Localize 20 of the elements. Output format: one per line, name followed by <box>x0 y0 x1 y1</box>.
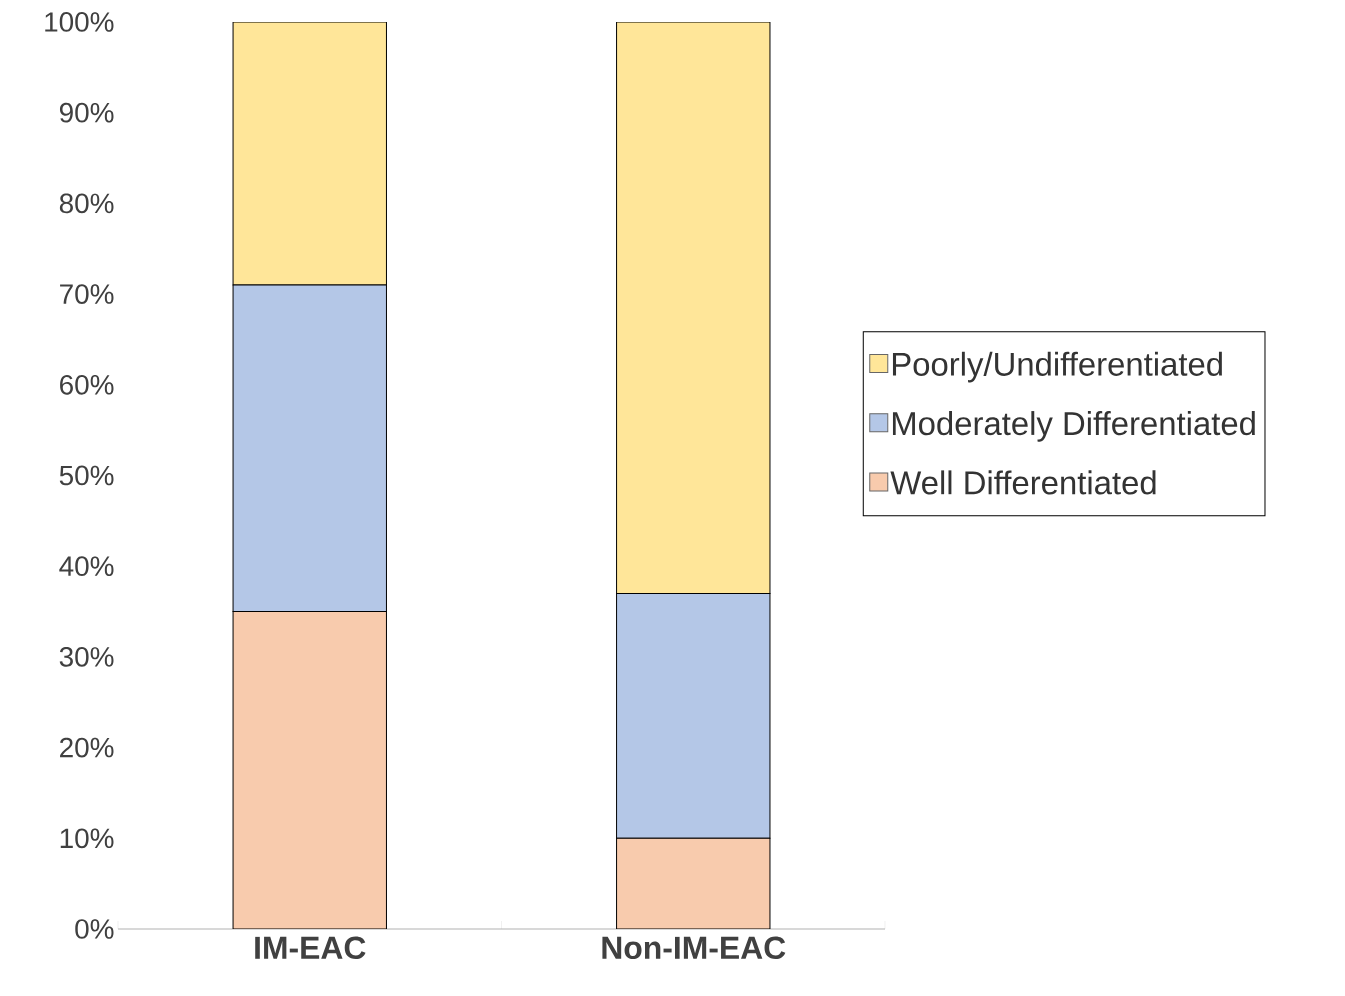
y-tick-label: 10% <box>60 828 114 849</box>
y-tick-label: 40% <box>59 556 114 577</box>
y-tick-label: 100% <box>45 12 114 32</box>
y-tick-label: 30% <box>59 647 114 667</box>
bar <box>616 21 771 594</box>
legend-label: Moderately Differentiated <box>892 411 1255 442</box>
x-tick-label: IM-EAC <box>255 936 366 960</box>
y-tick-label: 20% <box>60 737 114 758</box>
legend-label: Poorly/Undifferentiated <box>892 351 1222 383</box>
bar <box>232 21 387 286</box>
y-tick-label: 0% <box>75 919 114 939</box>
y-tick-label: 90% <box>59 102 114 123</box>
y-tick-label: 60% <box>60 374 114 395</box>
legend-label: Well Differentiated <box>890 470 1156 495</box>
y-tick-label: 70% <box>60 284 114 304</box>
y-tick-label: 80% <box>59 193 114 214</box>
bar <box>232 611 387 929</box>
y-tick-label: 50% <box>59 465 114 486</box>
x-tick-label: Non-IM-EAC <box>602 936 786 960</box>
bar <box>616 837 771 929</box>
